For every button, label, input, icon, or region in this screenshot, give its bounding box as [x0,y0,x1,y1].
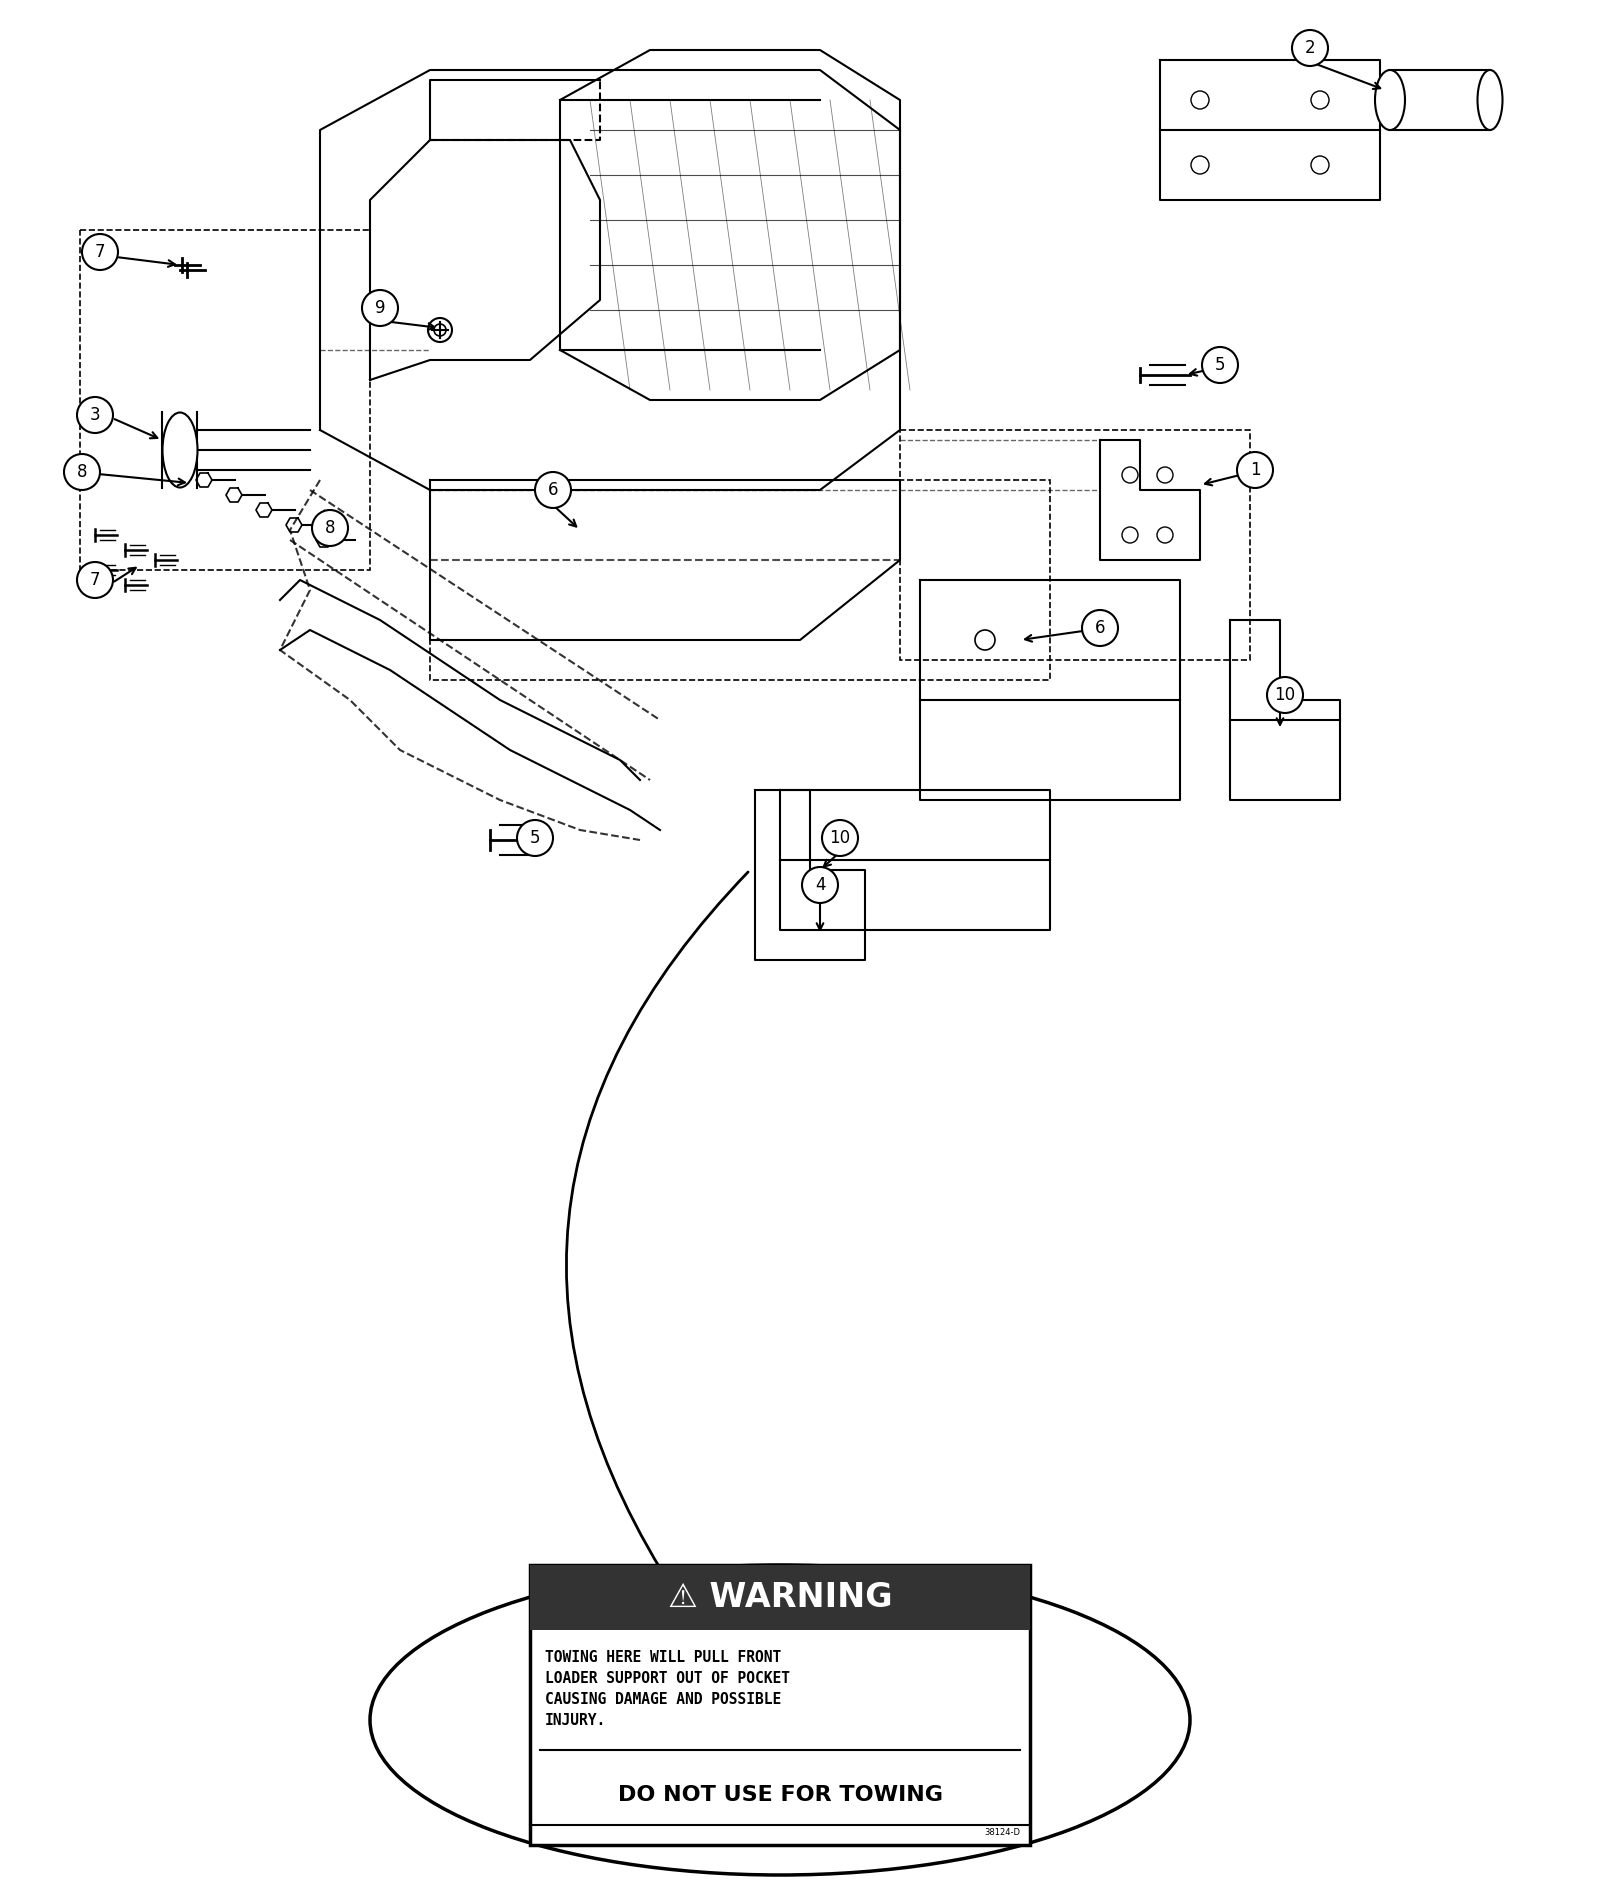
Text: ⚠ WARNING: ⚠ WARNING [667,1581,893,1613]
Circle shape [974,630,995,649]
Text: 10: 10 [829,828,851,847]
Text: 5: 5 [1214,357,1226,374]
Circle shape [1202,347,1238,383]
Circle shape [1122,466,1138,483]
Circle shape [822,821,858,857]
Bar [530,1564,1030,1845]
Circle shape [1310,157,1330,174]
Text: 6: 6 [547,481,558,498]
Circle shape [1267,677,1302,713]
Circle shape [434,325,446,336]
Text: TOWING HERE WILL PULL FRONT
LOADER SUPPORT OUT OF POCKET
CAUSING DAMAGE AND POSS: TOWING HERE WILL PULL FRONT LOADER SUPPO… [546,1649,790,1728]
Circle shape [429,319,453,342]
Circle shape [77,562,114,598]
Text: 7: 7 [94,243,106,260]
Ellipse shape [163,413,197,487]
Text: 1: 1 [1250,460,1261,479]
Text: 9: 9 [374,298,386,317]
Bar [899,430,1250,660]
Text: 2: 2 [1304,40,1315,57]
Circle shape [1157,526,1173,543]
Ellipse shape [1374,70,1405,130]
Circle shape [77,396,114,432]
Text: 10: 10 [1275,687,1296,704]
Text: 8: 8 [325,519,336,538]
Text: DO NOT USE FOR TOWING: DO NOT USE FOR TOWING [618,1785,942,1806]
Circle shape [1157,466,1173,483]
Circle shape [312,509,349,545]
Text: 5: 5 [530,828,541,847]
Ellipse shape [1477,70,1502,130]
Circle shape [1082,610,1118,645]
Bar [530,1564,1030,1630]
Bar [430,479,1050,679]
Circle shape [82,234,118,270]
Text: 3: 3 [90,406,101,425]
Circle shape [1310,91,1330,109]
Circle shape [1122,526,1138,543]
Text: 7: 7 [90,572,101,589]
Circle shape [362,291,398,326]
Circle shape [1190,91,1210,109]
Text: 8: 8 [77,462,88,481]
Circle shape [64,455,99,491]
Circle shape [1293,30,1328,66]
Bar [80,230,370,570]
Circle shape [517,821,554,857]
Circle shape [1237,453,1274,489]
Text: 6: 6 [1094,619,1106,638]
Circle shape [1190,157,1210,174]
Text: 38124-D: 38124-D [984,1829,1021,1838]
Circle shape [534,472,571,508]
Circle shape [802,866,838,904]
Ellipse shape [370,1564,1190,1876]
Text: 4: 4 [814,876,826,894]
